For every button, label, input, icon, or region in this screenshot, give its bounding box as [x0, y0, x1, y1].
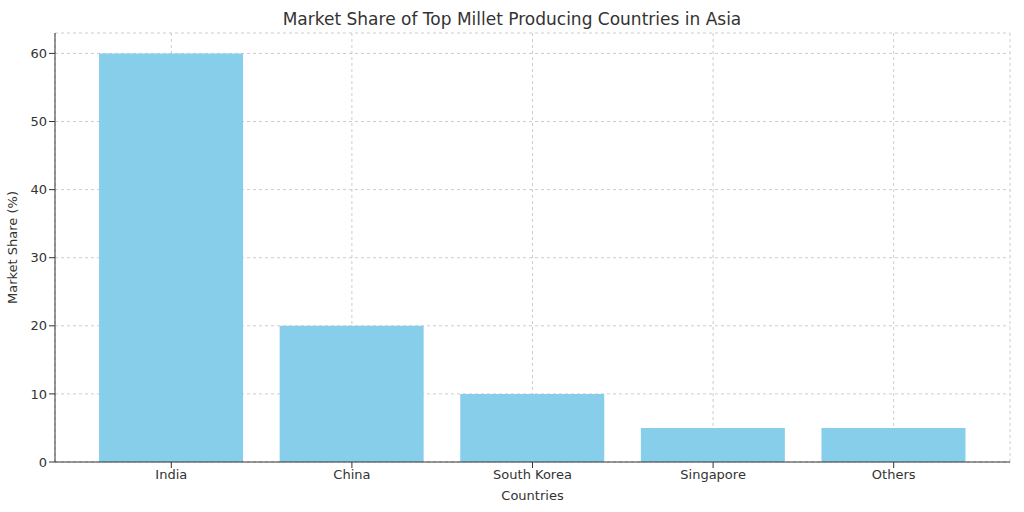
svg-text:60: 60: [30, 46, 47, 61]
svg-text:0: 0: [39, 455, 47, 470]
svg-text:40: 40: [30, 182, 47, 197]
svg-text:50: 50: [30, 114, 47, 129]
svg-text:India: India: [155, 467, 187, 482]
svg-text:20: 20: [30, 318, 47, 333]
svg-text:Singapore: Singapore: [680, 467, 746, 482]
svg-text:Countries: Countries: [501, 488, 564, 503]
svg-text:Others: Others: [872, 467, 916, 482]
svg-text:China: China: [333, 467, 370, 482]
svg-text:Market Share (%): Market Share (%): [8, 191, 20, 304]
html-text:Market Share of Top Millet Pro: Market Share of Top Millet Producing Cou…: [282, 9, 742, 29]
svg-text:30: 30: [30, 250, 47, 265]
svg-text:10: 10: [30, 387, 47, 402]
svg-text:South Korea: South Korea: [493, 467, 572, 482]
